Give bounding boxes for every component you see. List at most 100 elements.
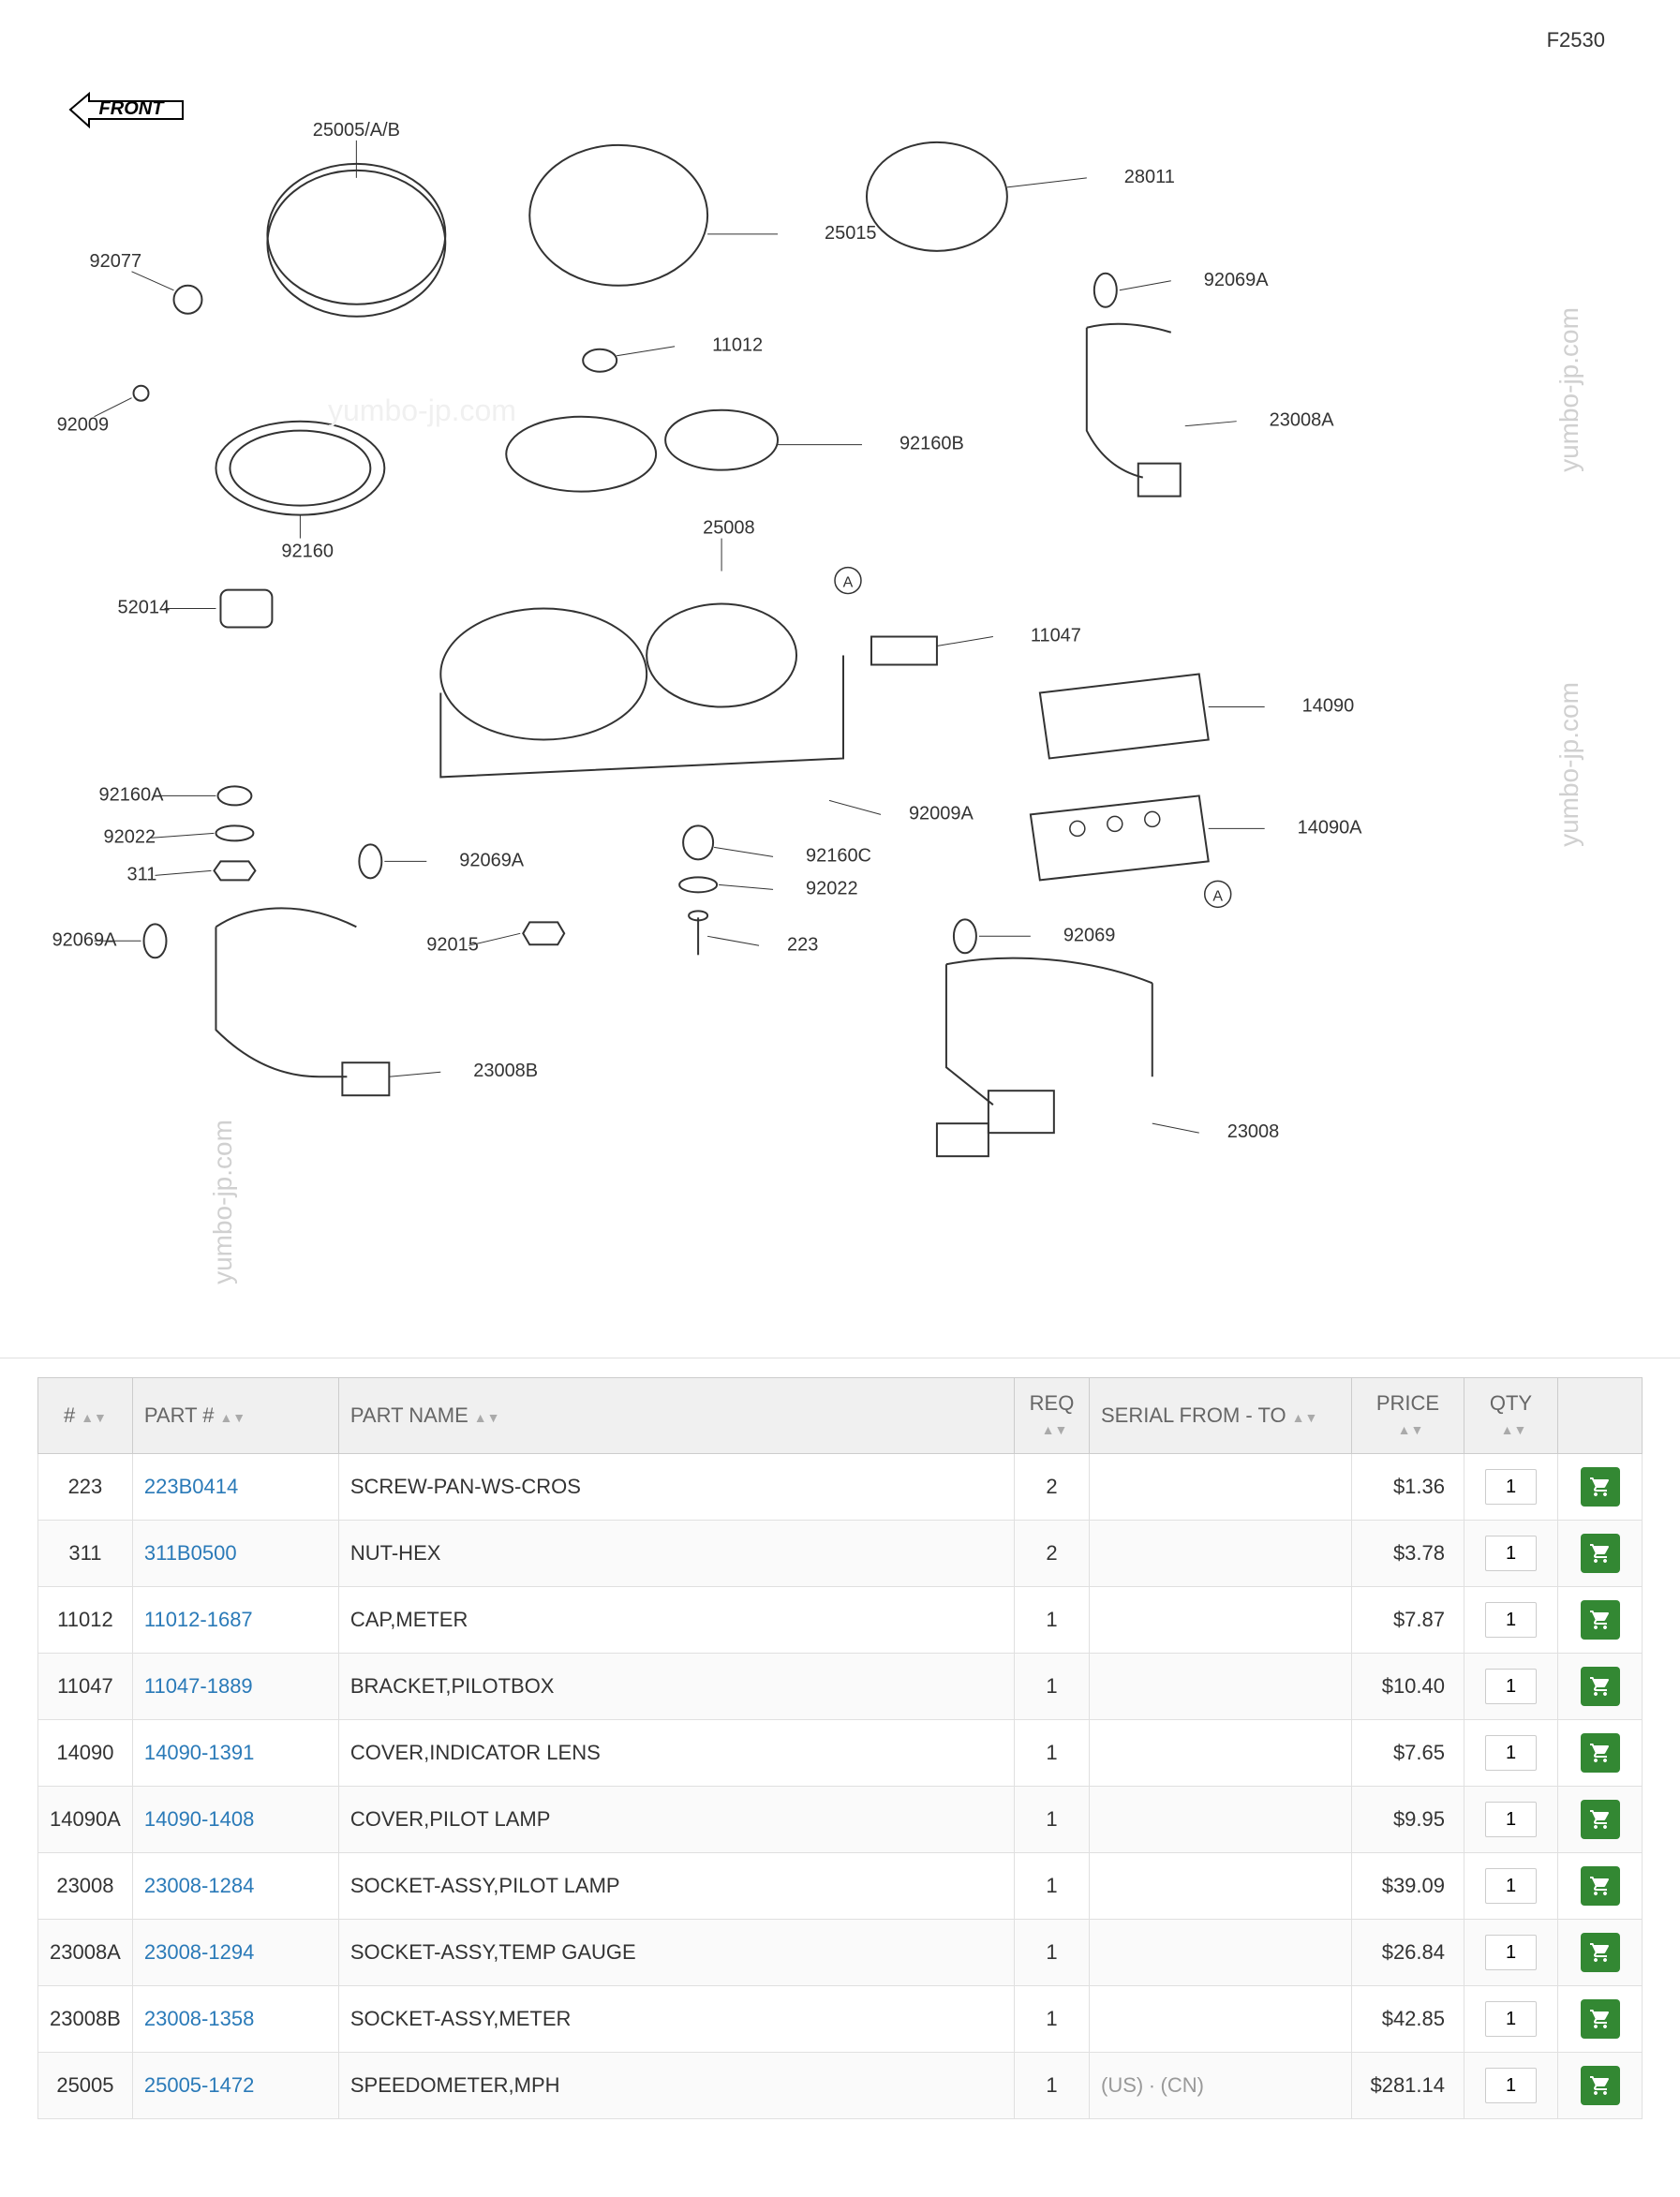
add-to-cart-button[interactable] [1581,1667,1620,1706]
qty-input[interactable] [1485,2068,1537,2103]
cell-req: 1 [1015,1920,1090,1986]
cell-ref: 23008B [38,1986,133,2053]
table-row: 23008 23008-1284 SOCKET-ASSY,PILOT LAMP … [38,1853,1643,1920]
parts-diagram-svg: 25005/A/B 25015 28011 92077 92009 92160 [0,0,1680,1358]
header-req[interactable]: REQ▲▼ [1015,1378,1090,1454]
cell-req: 1 [1015,1587,1090,1654]
cell-part-link[interactable]: 23008-1294 [132,1920,338,1986]
cell-price: $39.09 [1352,1853,1464,1920]
cell-req: 1 [1015,1986,1090,2053]
sort-icon: ▲▼ [1042,1422,1068,1437]
diagram-image: F2530 FRONT yumbo-jp.com yumbo-jp.com yu… [0,0,1680,1358]
cell-req: 2 [1015,1454,1090,1521]
cell-req: 1 [1015,1720,1090,1787]
svg-text:11012: 11012 [712,335,763,356]
svg-text:23008A: 23008A [1270,410,1335,431]
diagram-code-label: F2530 [1547,28,1605,52]
add-to-cart-button[interactable] [1581,1933,1620,1972]
qty-input[interactable] [1485,1935,1537,1970]
add-to-cart-button[interactable] [1581,2066,1620,2105]
svg-text:92069A: 92069A [459,850,525,870]
svg-text:92022: 92022 [806,878,858,898]
sort-icon: ▲▼ [81,1410,107,1425]
add-to-cart-button[interactable] [1581,1733,1620,1773]
svg-text:92015: 92015 [426,934,479,955]
cell-cart [1558,1853,1643,1920]
svg-text:A: A [1212,888,1223,904]
cell-qty [1464,1853,1558,1920]
sort-icon: ▲▼ [474,1410,500,1425]
cell-req: 1 [1015,1654,1090,1720]
add-to-cart-button[interactable] [1581,1467,1620,1507]
cell-name: SOCKET-ASSY,METER [338,1986,1014,2053]
cell-qty [1464,1587,1558,1654]
qty-input[interactable] [1485,1469,1537,1505]
cell-part-link[interactable]: 23008-1284 [132,1853,338,1920]
cell-part-link[interactable]: 223B0414 [132,1454,338,1521]
header-name[interactable]: PART NAME▲▼ [338,1378,1014,1454]
front-arrow-badge: FRONT [66,84,187,136]
qty-input[interactable] [1485,1802,1537,1837]
cell-ref: 11047 [38,1654,133,1720]
cell-qty [1464,1986,1558,2053]
cell-part-link[interactable]: 14090-1408 [132,1787,338,1853]
cell-cart [1558,1986,1643,2053]
cell-part-link[interactable]: 25005-1472 [132,2053,338,2119]
sort-icon: ▲▼ [1501,1422,1527,1437]
cell-cart [1558,1587,1643,1654]
add-to-cart-button[interactable] [1581,1600,1620,1640]
svg-text:92160B: 92160B [899,434,964,454]
qty-input[interactable] [1485,1602,1537,1638]
cell-serial [1090,1587,1352,1654]
cell-qty [1464,1920,1558,1986]
cell-part-link[interactable]: 11012-1687 [132,1587,338,1654]
cell-name: CAP,METER [338,1587,1014,1654]
cell-part-link[interactable]: 14090-1391 [132,1720,338,1787]
cell-qty [1464,1654,1558,1720]
add-to-cart-button[interactable] [1581,1999,1620,2039]
add-to-cart-button[interactable] [1581,1800,1620,1839]
cell-name: COVER,INDICATOR LENS [338,1720,1014,1787]
svg-text:25008: 25008 [703,518,755,539]
add-to-cart-button[interactable] [1581,1866,1620,1906]
watermark: yumbo-jp.com [328,393,516,428]
qty-input[interactable] [1485,1868,1537,1904]
header-ref[interactable]: #▲▼ [38,1378,133,1454]
add-to-cart-button[interactable] [1581,1534,1620,1573]
cell-serial [1090,1986,1352,2053]
svg-text:23008B: 23008B [473,1061,538,1081]
cell-price: $10.40 [1352,1654,1464,1720]
cell-name: SOCKET-ASSY,TEMP GAUGE [338,1920,1014,1986]
svg-text:92077: 92077 [90,251,142,272]
sort-icon: ▲▼ [1292,1410,1318,1425]
qty-input[interactable] [1485,1735,1537,1771]
svg-text:52014: 52014 [118,598,171,618]
svg-text:A: A [843,575,854,591]
cell-name: COVER,PILOT LAMP [338,1787,1014,1853]
cell-serial [1090,1720,1352,1787]
qty-input[interactable] [1485,1669,1537,1704]
table-row: 14090A 14090-1408 COVER,PILOT LAMP 1 $9.… [38,1787,1643,1853]
cell-part-link[interactable]: 311B0500 [132,1521,338,1587]
header-serial[interactable]: SERIAL FROM - TO▲▼ [1090,1378,1352,1454]
cell-part-link[interactable]: 23008-1358 [132,1986,338,2053]
svg-text:23008: 23008 [1227,1121,1280,1142]
svg-text:92160C: 92160C [806,845,871,866]
cell-price: $26.84 [1352,1920,1464,1986]
qty-input[interactable] [1485,1536,1537,1571]
cell-price: $7.87 [1352,1587,1464,1654]
cell-part-link[interactable]: 11047-1889 [132,1654,338,1720]
qty-input[interactable] [1485,2001,1537,2037]
cell-serial [1090,1853,1352,1920]
header-qty[interactable]: QTY▲▼ [1464,1378,1558,1454]
header-price[interactable]: PRICE▲▼ [1352,1378,1464,1454]
cell-ref: 223 [38,1454,133,1521]
cell-req: 1 [1015,1787,1090,1853]
header-part[interactable]: PART #▲▼ [132,1378,338,1454]
table-row: 25005 25005-1472 SPEEDOMETER,MPH 1 (US) … [38,2053,1643,2119]
front-label: FRONT [99,98,166,119]
table-row: 11047 11047-1889 BRACKET,PILOTBOX 1 $10.… [38,1654,1643,1720]
cell-req: 1 [1015,1853,1090,1920]
svg-text:223: 223 [787,934,818,955]
parts-table-container: #▲▼ PART #▲▼ PART NAME▲▼ REQ▲▼ SERIAL FR… [0,1358,1680,2138]
